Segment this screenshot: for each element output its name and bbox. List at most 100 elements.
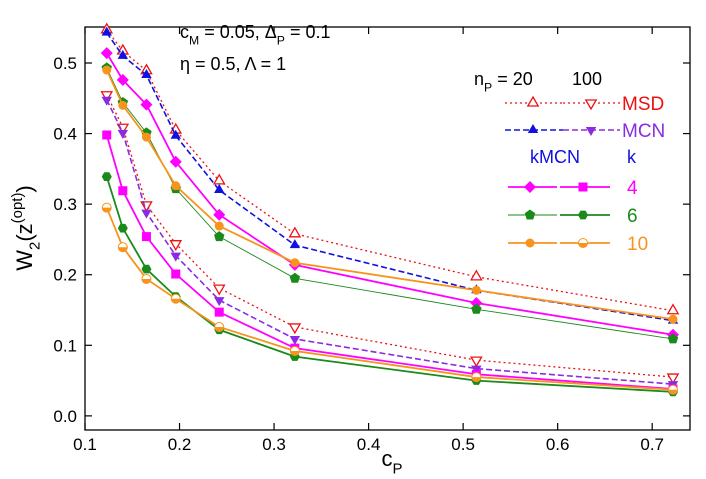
data-point [118, 100, 128, 110]
y-tick-label: 0.1 [53, 336, 77, 355]
marker-shape [668, 389, 678, 395]
legend-marker [527, 124, 539, 133]
marker-shape [141, 278, 151, 284]
data-point [471, 303, 482, 314]
marker-shape [170, 129, 181, 139]
marker-shape [212, 284, 226, 296]
marker-shape [117, 49, 129, 59]
marker-shape [102, 130, 112, 140]
marker-shape [666, 303, 680, 315]
data-point [214, 231, 225, 242]
legend-marker [585, 127, 597, 136]
marker-shape [289, 239, 301, 249]
data-point [170, 293, 181, 304]
marker-shape [288, 323, 302, 335]
marker-shape [101, 26, 112, 36]
data-point [141, 232, 151, 242]
marker-shape [170, 252, 181, 262]
data-point [289, 335, 301, 345]
marker-shape [212, 173, 226, 185]
data-point [100, 91, 114, 103]
marker-shape [667, 333, 679, 344]
data-point [100, 47, 113, 60]
marker-shape [169, 155, 182, 168]
data-point [118, 186, 128, 196]
marker-shape [141, 232, 151, 242]
data-point [667, 384, 678, 395]
text-part: W [12, 250, 37, 271]
marker-shape [525, 238, 535, 248]
data-point [117, 223, 128, 233]
text-part: 2 [27, 242, 44, 250]
data-point [117, 49, 129, 59]
text-part: ) [12, 185, 37, 192]
marker-shape [524, 181, 536, 193]
data-point [667, 333, 679, 344]
data-point [102, 130, 112, 140]
data-point [101, 202, 112, 213]
marker-shape [290, 350, 300, 356]
data-point [141, 264, 152, 274]
legend-marker [578, 210, 588, 220]
series-line [106, 99, 674, 385]
data-point [289, 239, 301, 249]
data-point [666, 373, 680, 385]
marker-shape [118, 100, 128, 110]
text-part: η = 0.5, Λ = 1 [180, 54, 286, 74]
marker-shape [140, 98, 153, 111]
plot-frame [84, 26, 691, 431]
data-point [141, 209, 152, 219]
data-point [140, 201, 153, 213]
marker-shape [214, 297, 225, 307]
marker-shape [214, 307, 224, 317]
legend-header: 100 [572, 69, 602, 89]
marker-shape [526, 95, 540, 107]
y-tick-label: 0.2 [53, 266, 77, 285]
text-part: (opt) [9, 193, 26, 224]
marker-shape [102, 207, 112, 213]
data-point [101, 26, 112, 36]
legend-label: 4 [627, 178, 638, 199]
legend-group-header: k [627, 147, 637, 167]
text-part: (z [12, 223, 37, 241]
data-point [214, 221, 224, 231]
marker-shape [214, 184, 225, 194]
marker-shape [140, 201, 153, 213]
legend-header: nP = 20 [474, 69, 533, 94]
legend-group-header: kMCN [530, 147, 580, 167]
data-point [117, 242, 128, 253]
marker-shape [470, 269, 483, 281]
text-part: n [474, 69, 484, 89]
marker-shape [527, 124, 539, 133]
x-tick-label: 0.2 [168, 435, 192, 454]
text-part: = 20 [492, 69, 533, 89]
marker-shape [169, 240, 183, 251]
data-point [171, 181, 181, 191]
marker-shape [213, 208, 226, 221]
data-point [141, 132, 151, 142]
data-point [170, 252, 181, 262]
marker-shape [288, 226, 302, 238]
x-tick-label: 0.4 [357, 435, 381, 454]
data-point [169, 240, 183, 251]
marker-shape [524, 209, 536, 220]
marker-shape [214, 231, 225, 242]
marker-shape [578, 210, 588, 220]
x-axis-label: cP [382, 446, 403, 478]
legend-marker [584, 99, 598, 111]
marker-shape [141, 68, 152, 78]
y-axis-label: W2(z(opt)) [9, 185, 44, 271]
data-point [668, 314, 678, 324]
marker-shape [141, 132, 151, 142]
marker-shape [100, 91, 114, 103]
series-line [105, 134, 674, 390]
series-line [105, 207, 674, 391]
legend-marker [526, 95, 540, 107]
data-point [140, 98, 153, 111]
marker-shape [118, 186, 128, 196]
data-point [117, 129, 129, 139]
data-point [171, 269, 181, 279]
data-point [288, 226, 302, 238]
legend-marker [578, 182, 588, 192]
x-tick-label: 0.5 [451, 435, 475, 454]
